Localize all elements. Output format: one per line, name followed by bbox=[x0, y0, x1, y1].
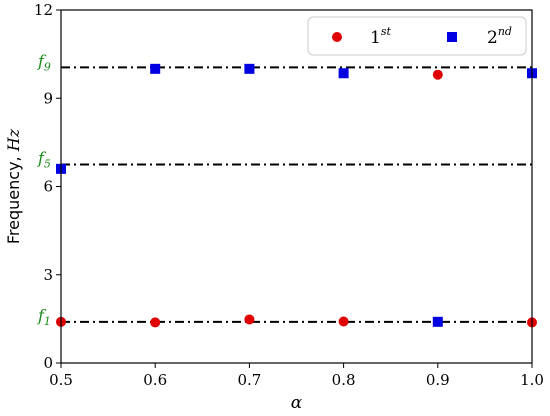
x-tick-label: 0.9 bbox=[426, 371, 450, 389]
reference-line-label-f1: f1 bbox=[37, 306, 51, 328]
reference-lines bbox=[61, 66, 532, 323]
point-2nd bbox=[338, 68, 349, 79]
reference-line-label-f5: f5 bbox=[37, 148, 51, 170]
legend-marker-1st bbox=[332, 32, 342, 42]
x-axis-label: α bbox=[291, 393, 303, 413]
point-1st bbox=[338, 316, 349, 327]
y-axis-label: Frequency, Hz bbox=[4, 128, 23, 244]
reference-line-label-base: f bbox=[37, 148, 47, 167]
point-1st bbox=[432, 69, 443, 80]
x-tick-label: 0.6 bbox=[143, 371, 167, 389]
legend-marker-2nd bbox=[447, 32, 457, 42]
reference-line-label-f9: f9 bbox=[37, 51, 51, 73]
plot-frame bbox=[60, 9, 533, 364]
point-1st bbox=[244, 314, 255, 325]
y-tick-label: 9 bbox=[43, 89, 53, 107]
legend-label-sup: nd bbox=[498, 25, 512, 38]
data-points bbox=[56, 63, 537, 328]
legend: 1st 2nd bbox=[307, 16, 527, 56]
point-2nd bbox=[244, 63, 255, 74]
point-2nd bbox=[432, 316, 443, 327]
legend-label-sup: st bbox=[381, 25, 392, 38]
y-tick-label: 6 bbox=[43, 178, 53, 196]
legend-label-1st: 1st bbox=[370, 25, 391, 48]
y-tick-label: 0 bbox=[43, 354, 53, 372]
point-1st bbox=[150, 317, 161, 328]
y-tick-label: 3 bbox=[43, 266, 53, 284]
reference-line-label-base: f bbox=[37, 51, 47, 70]
reference-line-label-sub: 9 bbox=[44, 60, 51, 73]
legend-label-base: 1 bbox=[370, 28, 381, 48]
x-tick-label: 1.0 bbox=[520, 371, 544, 389]
point-2nd bbox=[150, 63, 161, 74]
reference-line-label-base: f bbox=[37, 306, 47, 325]
x-tick-label: 0.7 bbox=[237, 371, 261, 389]
y-axis-label-unit: Hz bbox=[4, 128, 23, 152]
legend-label-2nd: 2nd bbox=[487, 25, 512, 48]
legend-label-base: 2 bbox=[487, 28, 498, 48]
x-tick-label: 0.8 bbox=[332, 371, 356, 389]
legend-box bbox=[307, 16, 527, 56]
reference-line-label-sub: 1 bbox=[44, 315, 51, 328]
y-tick-label: 12 bbox=[34, 1, 53, 19]
x-tick-label: 0.5 bbox=[49, 371, 73, 389]
y-axis-label-text: Frequency, bbox=[4, 151, 23, 244]
reference-line-label-sub: 5 bbox=[44, 157, 51, 170]
